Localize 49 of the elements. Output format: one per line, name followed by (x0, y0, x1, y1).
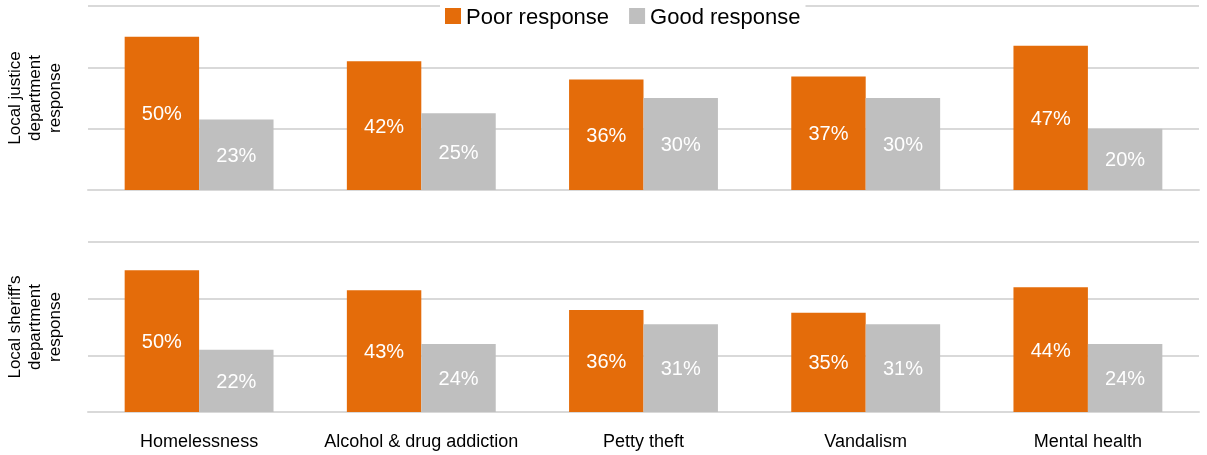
data-label: 36% (586, 350, 627, 372)
bar (124, 270, 200, 412)
y-axis-title: Local sheriff's department response (4, 275, 64, 379)
data-label: 30% (882, 133, 924, 155)
bar (1087, 128, 1163, 190)
x-tick-label: Homelessness (140, 431, 259, 451)
bar (346, 290, 422, 412)
data-label: 20% (1105, 148, 1146, 171)
data-label: 50% (141, 102, 183, 125)
bar (199, 119, 274, 190)
data-label: 24% (1105, 367, 1146, 389)
bar (643, 98, 718, 190)
bar (199, 349, 274, 412)
data-label: 43% (364, 340, 405, 363)
bar (124, 36, 200, 190)
y-axis-title: Local justice department response (4, 51, 64, 145)
legend-label: Good response (650, 3, 801, 29)
data-label: 37% (808, 122, 849, 145)
data-label: 25% (438, 140, 479, 163)
data-label: 23% (216, 143, 257, 166)
data-label: 47% (1030, 106, 1071, 129)
data-label: 50% (141, 330, 183, 353)
bar (865, 98, 941, 190)
data-label: 30% (660, 133, 701, 155)
bar (346, 61, 422, 190)
bar (569, 79, 644, 190)
bar (791, 312, 866, 412)
data-label: 22% (216, 369, 257, 392)
data-label: 24% (438, 367, 479, 389)
x-tick-label: Mental health (1033, 431, 1142, 451)
x-tick-label: Alcohol & drug addiction (324, 431, 519, 451)
bar (421, 344, 496, 412)
bar (865, 324, 941, 412)
x-tick-label: Petty theft (602, 431, 685, 451)
data-label: 42% (364, 114, 405, 137)
data-label: 35% (808, 351, 849, 374)
bar (569, 310, 644, 412)
bar (1013, 45, 1088, 190)
data-label: 31% (882, 357, 924, 380)
bar (1013, 287, 1088, 412)
data-label: 31% (660, 357, 701, 380)
x-tick-label: Vandalism (824, 431, 908, 451)
bar (791, 76, 866, 190)
bar (1087, 344, 1163, 412)
bar (421, 113, 496, 190)
legend-label: Poor response (466, 3, 610, 29)
data-label: 44% (1030, 338, 1071, 361)
data-label: 36% (586, 123, 627, 146)
bar (643, 324, 718, 412)
